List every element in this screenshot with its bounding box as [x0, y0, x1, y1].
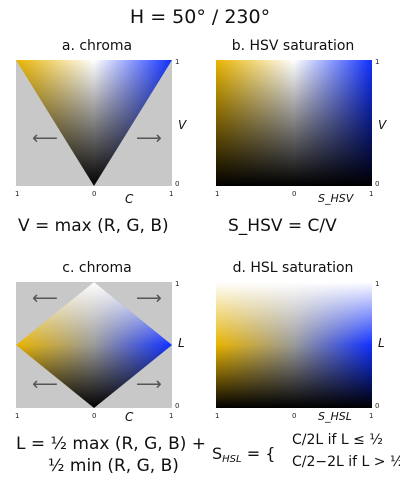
panel-d-y-tick-top: 1 — [375, 280, 380, 288]
panel-c-y-tick-bottom: 0 — [175, 402, 180, 410]
panel-d-x-tick-right: 1 — [369, 412, 374, 420]
panel-d-y-axis-label: L — [378, 336, 385, 350]
panel-c-x-axis-label: C — [125, 410, 134, 424]
panel-b-y-tick-top: 1 — [375, 58, 380, 66]
panel-c-y-axis-label: L — [178, 336, 185, 350]
panel-b-hsv-saturation — [216, 60, 372, 186]
panel-c-x-tick-left: 1 — [15, 412, 20, 420]
left-arrow-icon: ⟵ — [32, 128, 58, 149]
panel-d-formula-case2: C/2−2L if L > ½ — [292, 454, 400, 470]
panel-d-formula-lhs: SHSL = { — [212, 444, 276, 465]
right-arrow-icon: ⟶ — [136, 374, 162, 395]
left-arrow-icon: ⟵ — [32, 288, 58, 309]
panel-d-y-tick-bottom: 0 — [375, 402, 380, 410]
panel-a-x-axis-label: C — [125, 192, 134, 206]
panel-c-y-tick-top: 1 — [175, 280, 180, 288]
panel-c-formula-line1: L = ½ max (R, G, B) + — [16, 434, 207, 454]
panel-d-title: d. HSL saturation — [232, 260, 354, 276]
panel-b-y-tick-bottom: 0 — [375, 180, 380, 188]
panel-d-formula-case1: C/2L if L ≤ ½ — [292, 432, 383, 448]
left-arrow-icon: ⟵ — [32, 374, 58, 395]
panel-a-x-tick-mid: 0 — [92, 190, 97, 198]
panel-c-formula-line2: ½ min (R, G, B) — [48, 456, 179, 476]
panel-d-x-tick-mid: 0 — [292, 412, 297, 420]
panel-b-x-axis-label: S_HSV — [318, 192, 354, 205]
panel-c-chroma-l: ⟵ ⟶ ⟵ ⟶ — [16, 282, 172, 408]
panel-b-x-tick-mid: 0 — [292, 190, 297, 198]
panel-a-y-tick-top: 1 — [175, 58, 180, 66]
panel-a-y-tick-bottom: 0 — [175, 180, 180, 188]
panel-c-title: c. chroma — [62, 260, 132, 276]
panel-a-title: a. chroma — [61, 38, 133, 54]
panel-a-y-axis-label: V — [178, 118, 187, 132]
figure-title: H = 50° / 230° — [129, 6, 271, 28]
panel-a-chroma-v: ⟵ ⟶ — [16, 60, 172, 186]
panel-b-title: b. HSV saturation — [231, 38, 355, 54]
panel-c-x-tick-right: 1 — [169, 412, 174, 420]
panel-d-x-axis-label: S_HSL — [318, 410, 352, 423]
panel-b-x-tick-right: 1 — [369, 190, 374, 198]
panel-b-x-tick-left: 1 — [215, 190, 220, 198]
panel-d-x-tick-left: 1 — [215, 412, 220, 420]
panel-a-x-tick-right: 1 — [169, 190, 174, 198]
panel-a-x-tick-left: 1 — [15, 190, 20, 198]
right-arrow-icon: ⟶ — [136, 128, 162, 149]
panel-b-formula: S_HSV = C/V — [228, 216, 337, 236]
panel-b-y-axis-label: V — [378, 118, 387, 132]
panel-d-hsl-saturation — [216, 282, 372, 408]
panel-a-formula: V = max (R, G, B) — [18, 216, 169, 236]
panel-c-x-tick-mid: 0 — [92, 412, 97, 420]
right-arrow-icon: ⟶ — [136, 288, 162, 309]
